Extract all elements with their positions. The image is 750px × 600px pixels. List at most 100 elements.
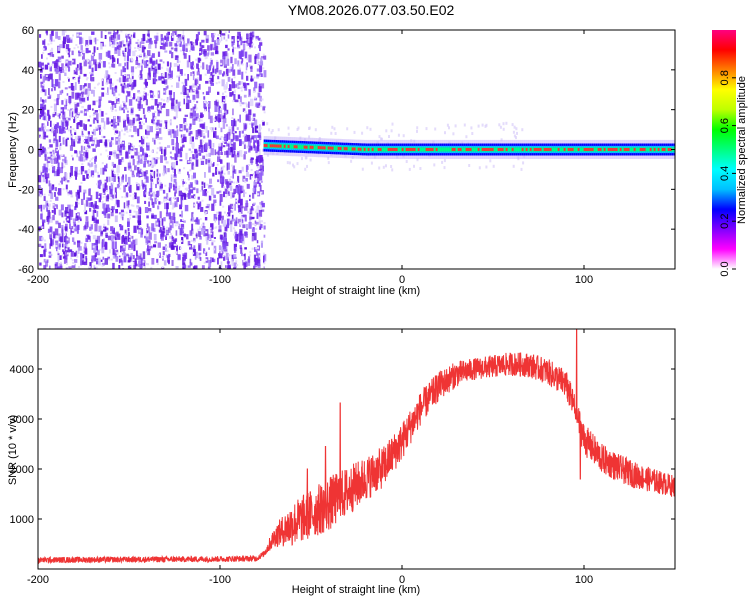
noise-cell xyxy=(65,99,68,106)
noise-cell xyxy=(79,62,82,70)
noise-cell xyxy=(79,36,82,45)
noise-cell xyxy=(90,195,93,201)
noise-cell xyxy=(260,224,263,229)
noise-cell xyxy=(200,114,204,118)
noise-cell xyxy=(210,52,215,56)
noise-cell xyxy=(130,204,133,207)
noise-cell xyxy=(251,223,254,226)
noise-cell xyxy=(178,74,181,77)
noise-cell xyxy=(228,142,230,151)
noise-cell xyxy=(160,231,164,238)
noise-cell xyxy=(230,56,233,64)
noise-cell xyxy=(94,156,97,162)
noise-cell xyxy=(41,219,46,223)
noise-cell xyxy=(53,61,57,64)
band-cell xyxy=(267,143,270,148)
noise-cell xyxy=(214,203,217,206)
noise-cell xyxy=(239,67,242,70)
noise-cell xyxy=(137,90,140,93)
noise-cell xyxy=(167,36,170,39)
noise-cell xyxy=(130,36,133,39)
noise-cell xyxy=(234,203,236,211)
noise-cell xyxy=(156,222,159,225)
halo-cell xyxy=(522,161,525,165)
noise-cell xyxy=(105,82,108,85)
noise-cell xyxy=(199,257,202,261)
noise-cell xyxy=(221,215,224,224)
noise-cell xyxy=(83,59,87,67)
noise-cell xyxy=(227,170,230,175)
noise-cell xyxy=(74,206,77,211)
noise-cell xyxy=(243,143,246,149)
noise-cell xyxy=(58,154,61,160)
noise-cell xyxy=(141,45,145,53)
noise-cell xyxy=(213,73,216,75)
noise-cell xyxy=(142,186,145,189)
noise-cell xyxy=(150,173,153,180)
noise-cell xyxy=(242,175,246,182)
noise-cell xyxy=(248,164,250,166)
noise-cell xyxy=(121,176,124,181)
noise-cell xyxy=(215,217,218,220)
noise-cell xyxy=(154,116,157,119)
noise-cell xyxy=(99,139,103,143)
noise-cell xyxy=(249,37,252,40)
noise-cell xyxy=(48,194,51,196)
noise-cell xyxy=(91,143,94,147)
band-peak xyxy=(491,148,495,151)
noise-cell xyxy=(188,43,191,46)
noise-cell xyxy=(51,238,55,245)
noise-cell xyxy=(51,186,55,191)
noise-cell xyxy=(209,115,213,124)
noise-cell xyxy=(45,261,48,267)
noise-cell xyxy=(123,44,126,47)
colorbar-label: Normalized spectral amplitude xyxy=(736,76,748,224)
noise-cell xyxy=(211,163,214,167)
noise-cell xyxy=(251,217,255,220)
noise-cell xyxy=(70,191,73,195)
noise-cell xyxy=(59,90,62,94)
noise-cell xyxy=(64,104,67,110)
noise-cell xyxy=(185,187,188,190)
band-cell xyxy=(335,146,338,151)
noise-cell xyxy=(54,112,57,116)
noise-cell xyxy=(254,257,258,265)
band-peak xyxy=(569,148,573,151)
noise-cell xyxy=(251,247,254,250)
noise-cell xyxy=(72,34,74,37)
noise-cell xyxy=(163,197,166,203)
noise-cell xyxy=(39,194,42,197)
noise-cell xyxy=(212,65,215,73)
noise-cell xyxy=(43,104,47,110)
noise-cell xyxy=(138,98,142,104)
band-peak xyxy=(387,148,391,151)
noise-cell xyxy=(112,62,116,68)
noise-cell xyxy=(93,112,96,115)
halo-cell xyxy=(333,127,336,131)
noise-cell xyxy=(210,43,214,50)
noise-cell xyxy=(116,231,119,237)
noise-cell xyxy=(219,251,223,259)
noise-cell xyxy=(150,172,153,175)
noise-cell xyxy=(199,51,202,54)
noise-cell xyxy=(222,205,225,208)
noise-cell xyxy=(174,55,178,60)
noise-cell xyxy=(195,154,198,159)
noise-cell xyxy=(256,139,260,145)
noise-cell xyxy=(198,245,201,250)
noise-cell xyxy=(124,74,127,79)
noise-cell xyxy=(80,110,83,114)
noise-cell xyxy=(114,232,117,241)
noise-cell xyxy=(205,251,208,256)
noise-cell xyxy=(79,137,81,141)
noise-cell xyxy=(68,237,70,244)
noise-cell xyxy=(42,48,45,51)
band-peak xyxy=(345,147,349,151)
noise-cell xyxy=(136,47,139,49)
band-peak xyxy=(639,148,643,151)
noise-cell xyxy=(242,135,245,138)
halo-cell xyxy=(500,138,503,142)
x-tick-label: -100 xyxy=(209,574,231,586)
noise-cell xyxy=(127,265,132,269)
noise-cell xyxy=(184,114,188,117)
